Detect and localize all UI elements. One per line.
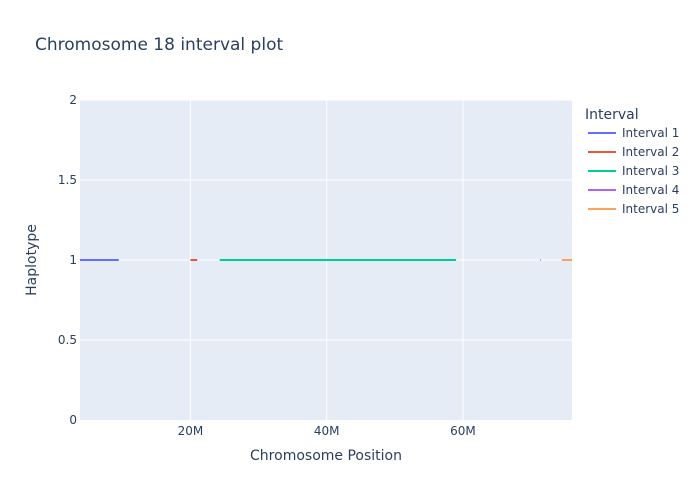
legend-label: Interval 2	[622, 145, 679, 159]
y-axis-title: Haplotype	[24, 224, 40, 296]
x-axis-ticks: 20M 40M 60M	[178, 424, 476, 438]
legend-item-interval-3[interactable]: Interval 3	[588, 164, 679, 178]
y-tick-label: 0	[69, 413, 77, 427]
legend-label: Interval 3	[622, 164, 679, 178]
x-tick-label: 40M	[314, 424, 340, 438]
y-tick-label: 1	[69, 253, 77, 267]
legend-label: Interval 4	[622, 183, 679, 197]
legend-item-interval-5[interactable]: Interval 5	[588, 202, 679, 216]
grid-lines	[80, 99, 572, 420]
legend-label: Interval 1	[622, 126, 679, 140]
y-tick-label: 0.5	[58, 333, 77, 347]
chart-title: Chromosome 18 interval plot	[35, 35, 283, 55]
x-axis-title: Chromosome Position	[250, 448, 402, 464]
legend-item-interval-4[interactable]: Interval 4	[588, 183, 679, 197]
legend-title: Interval	[585, 107, 639, 123]
y-tick-label: 1.5	[58, 173, 77, 187]
legend-items: Interval 1 Interval 2 Interval 3 Interval 4…	[588, 126, 679, 216]
y-tick-label: 2	[69, 93, 77, 107]
x-tick-label: 60M	[450, 424, 476, 438]
legend-item-interval-2[interactable]: Interval 2	[588, 145, 679, 159]
x-tick-label: 20M	[178, 424, 204, 438]
y-axis-ticks: 0 0.5 1 1.5 2	[58, 93, 77, 427]
legend-label: Interval 5	[622, 202, 679, 216]
legend-item-interval-1[interactable]: Interval 1	[588, 126, 679, 140]
